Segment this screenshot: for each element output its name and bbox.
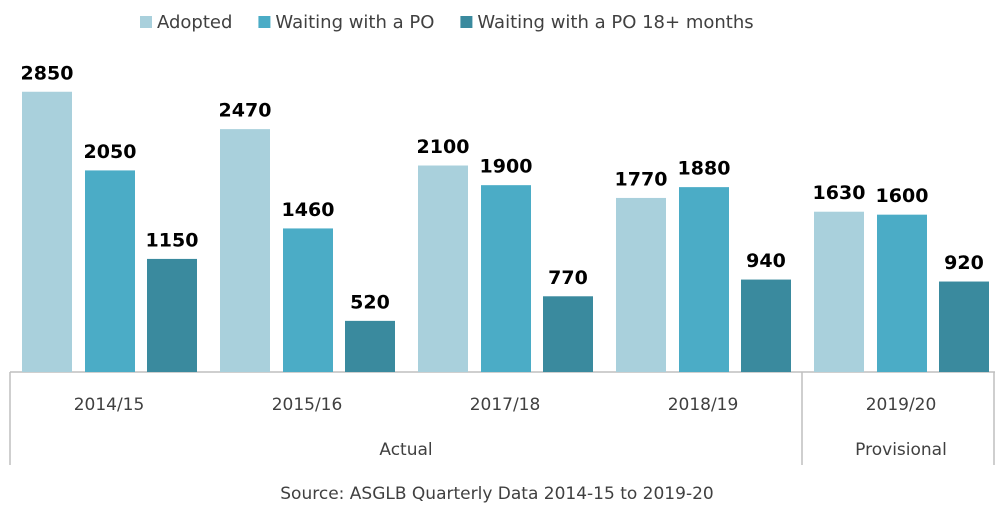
value-label: 1880 — [678, 158, 731, 180]
legend-swatch — [258, 16, 271, 28]
value-label: 2470 — [219, 100, 272, 122]
value-label: 2050 — [84, 141, 137, 163]
bar — [877, 214, 927, 372]
source-note: Source: ASGLB Quarterly Data 2014-15 to … — [280, 484, 713, 504]
value-label: 1600 — [876, 185, 929, 207]
legend-label: Waiting with a PO — [275, 12, 434, 33]
x-tick-label: 2014/15 — [74, 395, 145, 415]
value-label: 1150 — [146, 229, 199, 251]
value-label: 1900 — [480, 156, 533, 178]
group-label: Actual — [379, 440, 432, 460]
bar — [481, 185, 531, 372]
group-label: Provisional — [855, 440, 947, 460]
bar — [741, 279, 791, 372]
bar — [283, 228, 333, 372]
value-label: 2100 — [417, 136, 470, 158]
x-tick-label: 2018/19 — [668, 395, 739, 415]
bar — [939, 281, 989, 372]
value-label: 1460 — [282, 199, 335, 221]
bar — [345, 320, 395, 372]
legend-swatch — [460, 16, 473, 28]
value-label: 1770 — [615, 168, 668, 190]
bar — [147, 258, 197, 372]
value-label: 1630 — [813, 182, 866, 204]
bar — [418, 165, 468, 372]
legend-label: Adopted — [157, 12, 232, 33]
x-tick-label: 2019/20 — [866, 395, 937, 415]
value-label: 940 — [746, 250, 786, 272]
value-label: 920 — [944, 252, 984, 274]
bar — [85, 170, 135, 372]
bar — [543, 296, 593, 372]
legend-swatch — [140, 16, 152, 28]
bar — [220, 129, 270, 372]
value-label: 520 — [350, 291, 390, 313]
x-tick-label: 2015/16 — [272, 395, 343, 415]
bar — [814, 211, 864, 372]
legend-label: Waiting with a PO 18+ months — [477, 12, 753, 33]
value-label: 2850 — [21, 62, 74, 84]
x-tick-label: 2017/18 — [470, 395, 541, 415]
bar — [679, 187, 729, 372]
value-label: 770 — [548, 267, 588, 289]
bar — [616, 197, 666, 372]
bar — [22, 91, 72, 372]
